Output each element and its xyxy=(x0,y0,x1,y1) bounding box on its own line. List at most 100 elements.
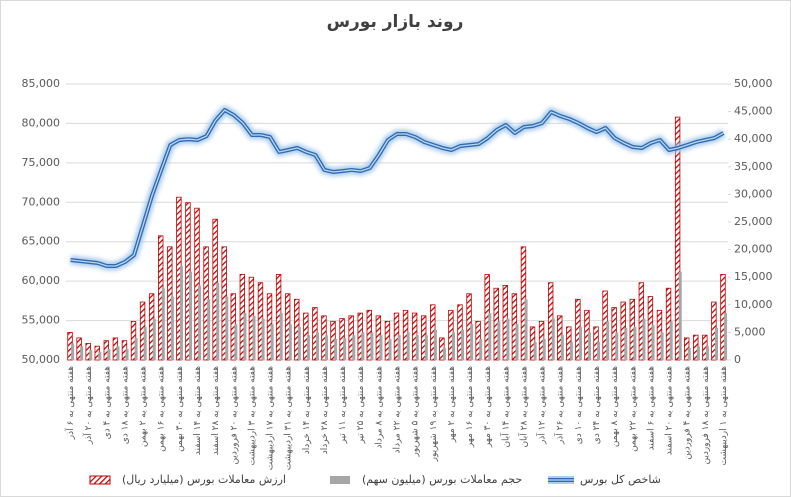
bar xyxy=(406,332,410,360)
bar xyxy=(189,271,193,360)
bar xyxy=(297,326,301,360)
x-tick-label: هفته منتهی به ۲ مهر xyxy=(447,366,457,444)
legend-label: حجم معاملات بورس (میلیون سهم) xyxy=(362,473,522,486)
y-tick-label: 55,000 xyxy=(22,314,61,327)
bar xyxy=(551,318,555,360)
line-highlight xyxy=(70,109,724,267)
bar xyxy=(588,332,592,360)
x-tick-label: هفته منتهی به ۲ بهمن xyxy=(139,366,149,447)
bar xyxy=(397,335,401,360)
bar xyxy=(306,335,310,360)
bar xyxy=(370,332,374,360)
bar xyxy=(569,341,573,360)
bar xyxy=(669,321,673,360)
bar xyxy=(98,351,102,360)
y2-tick-label: 35,000 xyxy=(734,160,773,173)
y-tick-label: 70,000 xyxy=(22,195,61,208)
y2-tick-label: 25,000 xyxy=(734,215,773,228)
bar xyxy=(352,335,356,360)
x-tick-label: هفته منتهی به ۲۰ آذر xyxy=(82,366,94,445)
bar xyxy=(207,299,211,360)
bar xyxy=(279,313,283,360)
bar xyxy=(433,329,437,360)
bar xyxy=(615,332,619,360)
y2-tick-label: 40,000 xyxy=(734,132,773,145)
bar xyxy=(705,346,709,360)
bar xyxy=(533,341,537,360)
y-tick-label: 80,000 xyxy=(22,116,61,129)
y2-tick-label: 5,000 xyxy=(734,325,766,338)
bar xyxy=(660,332,664,360)
y-tick-label: 75,000 xyxy=(22,156,61,169)
bar xyxy=(161,288,165,360)
bar xyxy=(315,332,319,360)
bar xyxy=(80,346,84,360)
bar xyxy=(687,347,691,360)
bar xyxy=(488,313,492,360)
x-tick-label: هفته منتهی به ۲۸ آبان xyxy=(517,366,529,448)
x-tick-label: هفته منتهی به ۳۱ اردیبهشت xyxy=(284,366,294,471)
bar xyxy=(470,324,474,360)
bar xyxy=(633,326,637,360)
x-tick-label: هفته منتهی به ۱۸ دی xyxy=(120,366,130,445)
bar xyxy=(89,350,93,360)
bar xyxy=(524,299,528,360)
x-tick-label: هفته منتهی به ۲۲ بهمن xyxy=(628,366,638,452)
bar xyxy=(560,335,564,360)
y2-tick-label: 10,000 xyxy=(734,298,773,311)
bar xyxy=(343,337,347,360)
bar xyxy=(107,348,111,360)
x-tick-label: هفته منتهی به ۲۴ دی xyxy=(592,366,602,445)
bar xyxy=(143,326,147,360)
x-tick-label: هفته منتهی به ۸ بهمن xyxy=(610,366,620,447)
x-tick-label: هفته منتهی به ۱۶ بهمن xyxy=(157,366,167,452)
x-tick-label: هفته منتهی به ۳۰ مهر xyxy=(483,366,493,448)
bar xyxy=(71,343,75,360)
y-tick-label: 60,000 xyxy=(22,274,61,287)
bar xyxy=(361,332,365,360)
bar xyxy=(696,346,700,360)
bar xyxy=(497,321,501,360)
legend-swatch xyxy=(330,476,350,484)
x-tick-label: هفته منتهی به ۲۸ اسفند xyxy=(211,366,221,455)
x-tick-label: هفته منتهی به ۴ فروردین xyxy=(683,366,693,460)
y2-tick-label: 20,000 xyxy=(734,243,773,256)
x-tick-label: هفته منتهی به ۱۷ اردیبهشت xyxy=(266,366,276,471)
bar xyxy=(170,296,174,360)
bar xyxy=(194,207,200,361)
x-tick-label: هفته منتهی به ۲۶ آذر xyxy=(554,366,566,445)
bar xyxy=(415,335,419,360)
x-tick-label: هفته منتهی به ۸ مرداد xyxy=(374,366,384,449)
chart-title: روند بازار بورس xyxy=(327,12,464,32)
bar xyxy=(714,327,718,360)
x-tick-label: هفته منتهی به ۶ اسفند xyxy=(646,366,656,451)
y2-tick-label: 30,000 xyxy=(734,187,773,200)
x-tick-label: هفته منتهی به ۱۴ آبان xyxy=(499,366,511,448)
bar xyxy=(651,325,655,360)
bar xyxy=(442,347,446,360)
x-tick-label: هفته منتهی به ۲۸ خرداد xyxy=(320,366,330,454)
bar xyxy=(270,324,274,360)
x-tick-label: هفته منتهی به ۱ اردیبهشت xyxy=(719,366,729,466)
bar xyxy=(252,315,256,360)
y-tick-label: 50,000 xyxy=(22,353,61,366)
y-tick-label: 85,000 xyxy=(22,77,61,90)
x-tick-label: هفته منتهی به ۳۰ بهمن xyxy=(175,366,185,452)
x-tick-label: هفته منتهی به ۲۲ مرداد xyxy=(393,366,403,454)
bar xyxy=(674,116,681,361)
bar xyxy=(152,318,156,360)
y-tick-label: 65,000 xyxy=(22,235,61,248)
bar xyxy=(334,339,338,360)
bar xyxy=(243,313,247,360)
x-tick-label: هفته منتهی به ۲۰ اسفند xyxy=(665,366,675,455)
bar xyxy=(134,337,138,360)
y2-tick-label: 0 xyxy=(734,353,741,366)
bar xyxy=(578,326,582,360)
bar xyxy=(234,324,238,360)
y2-tick-label: 15,000 xyxy=(734,270,773,283)
bar xyxy=(379,335,383,360)
x-tick-label: هفته منتهی به ۶ آذر xyxy=(64,366,76,440)
bar xyxy=(261,318,265,360)
bar xyxy=(624,327,628,360)
